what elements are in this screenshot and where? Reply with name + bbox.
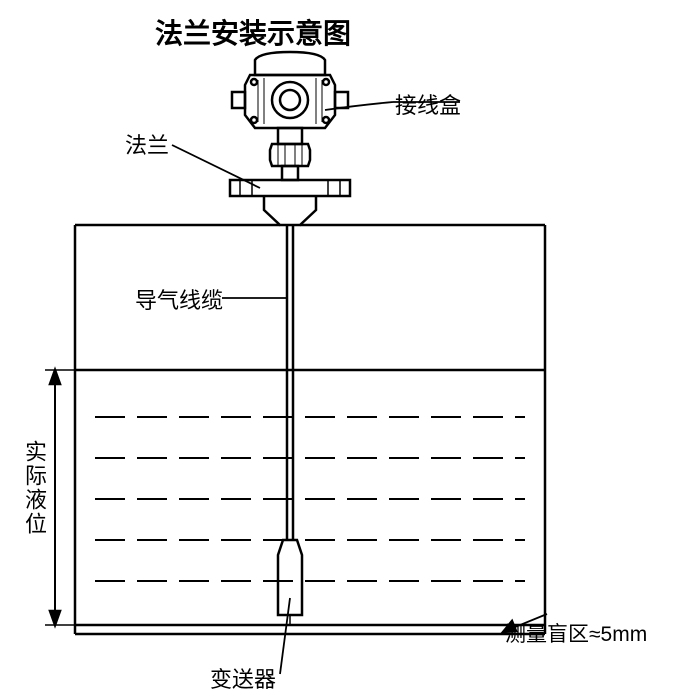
junction-box-shape xyxy=(232,52,348,128)
label-actual-level: 实际液位 xyxy=(18,440,50,536)
label-air-cable: 导气线缆 xyxy=(135,283,223,315)
flange-shape xyxy=(230,180,350,225)
leader-flange xyxy=(172,145,260,188)
diagram-svg xyxy=(0,0,700,700)
liquid-dashes xyxy=(95,417,525,581)
leader-transmitter xyxy=(280,598,290,674)
stem-shape xyxy=(270,128,310,180)
cable-shape xyxy=(287,225,293,540)
label-flange: 法兰 xyxy=(125,128,169,160)
flange-installation-diagram: 法兰安装示意图 xyxy=(0,0,700,700)
label-junction-box: 接线盒 xyxy=(395,88,461,120)
label-transmitter: 变送器 xyxy=(210,662,276,694)
transmitter-probe-shape xyxy=(278,540,302,625)
label-blind-zone: 测量盲区≈5mm xyxy=(505,618,647,648)
